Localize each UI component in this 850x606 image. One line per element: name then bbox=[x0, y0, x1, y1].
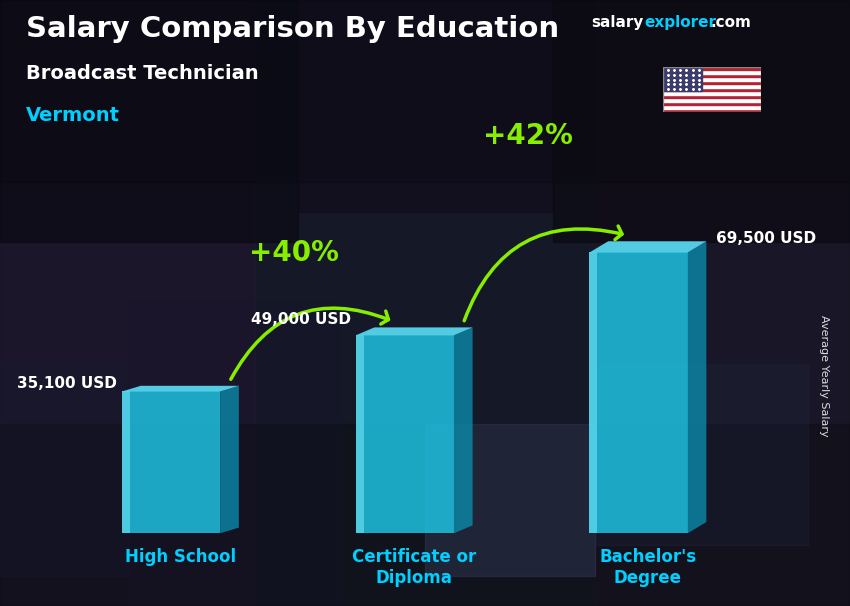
Polygon shape bbox=[220, 386, 239, 533]
Text: Vermont: Vermont bbox=[26, 106, 120, 125]
Bar bbox=[663, 84, 761, 88]
Text: salary: salary bbox=[591, 15, 643, 30]
Text: Average Yearly Salary: Average Yearly Salary bbox=[819, 315, 829, 436]
FancyBboxPatch shape bbox=[590, 253, 598, 533]
FancyBboxPatch shape bbox=[122, 391, 220, 533]
Bar bbox=[0, 0, 255, 606]
Bar bbox=[663, 67, 761, 70]
Bar bbox=[0, 0, 298, 242]
Bar bbox=[663, 91, 761, 95]
Text: High School: High School bbox=[125, 548, 236, 566]
Text: Certificate or
Diploma: Certificate or Diploma bbox=[352, 548, 476, 587]
Bar bbox=[128, 303, 340, 606]
Text: explorer: explorer bbox=[644, 15, 717, 30]
Text: +42%: +42% bbox=[483, 122, 572, 150]
Text: +40%: +40% bbox=[249, 239, 338, 267]
Bar bbox=[552, 0, 850, 242]
Bar bbox=[255, 0, 595, 606]
Bar bbox=[298, 0, 552, 212]
FancyBboxPatch shape bbox=[122, 391, 130, 533]
Text: Salary Comparison By Education: Salary Comparison By Education bbox=[26, 15, 558, 43]
Text: Broadcast Technician: Broadcast Technician bbox=[26, 64, 258, 82]
Text: 49,000 USD: 49,000 USD bbox=[251, 312, 351, 327]
Bar bbox=[663, 70, 761, 74]
Bar bbox=[595, 364, 808, 545]
Polygon shape bbox=[454, 327, 473, 533]
Bar bbox=[0, 364, 128, 576]
FancyBboxPatch shape bbox=[590, 253, 688, 533]
Text: .com: .com bbox=[711, 15, 751, 30]
Bar bbox=[663, 108, 761, 112]
Bar bbox=[663, 74, 761, 77]
Polygon shape bbox=[688, 241, 706, 533]
Polygon shape bbox=[122, 386, 239, 391]
Text: 35,100 USD: 35,100 USD bbox=[18, 376, 117, 391]
Bar bbox=[663, 88, 761, 91]
Bar bbox=[663, 67, 702, 91]
Bar bbox=[663, 95, 761, 98]
Text: 69,500 USD: 69,500 USD bbox=[716, 231, 816, 247]
Bar bbox=[0, 182, 850, 424]
Bar bbox=[0, 0, 850, 182]
Bar bbox=[663, 81, 761, 84]
Bar bbox=[663, 98, 761, 102]
Polygon shape bbox=[355, 327, 473, 335]
Bar bbox=[663, 77, 761, 81]
FancyBboxPatch shape bbox=[355, 335, 454, 533]
Bar bbox=[0, 424, 850, 606]
FancyBboxPatch shape bbox=[355, 335, 364, 533]
Bar bbox=[595, 0, 850, 606]
Text: Bachelor's
Degree: Bachelor's Degree bbox=[599, 548, 696, 587]
Bar bbox=[425, 424, 595, 576]
Bar bbox=[663, 102, 761, 105]
Bar bbox=[663, 105, 761, 108]
Polygon shape bbox=[590, 241, 706, 253]
